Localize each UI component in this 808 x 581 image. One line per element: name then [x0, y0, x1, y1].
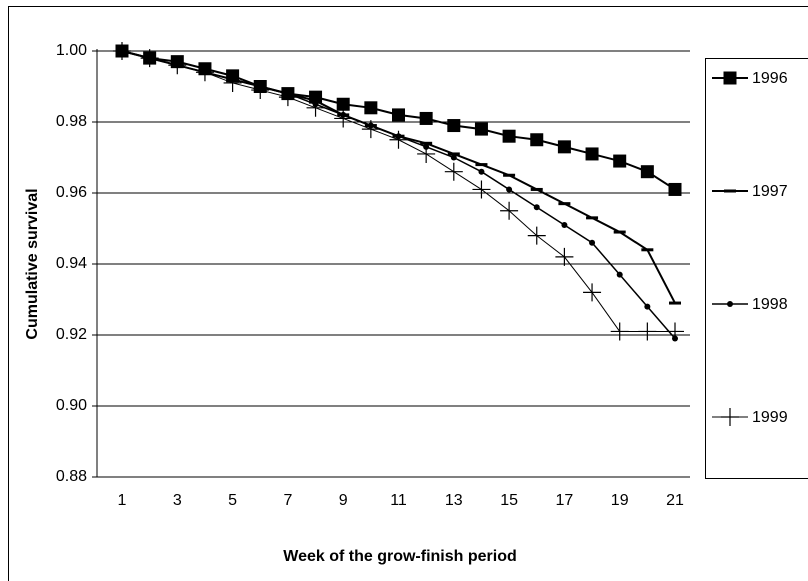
chart-border: [8, 6, 808, 581]
marker: [472, 180, 491, 199]
marker: [506, 186, 513, 193]
x-tick-label: 17: [556, 492, 574, 509]
legend-box: [705, 58, 808, 479]
x-tick-label: 11: [390, 492, 407, 509]
marker: [223, 73, 242, 92]
x-tick-label: 3: [173, 492, 182, 509]
marker: [561, 221, 568, 228]
marker: [724, 189, 736, 193]
marker: [638, 322, 657, 341]
marker: [474, 122, 488, 136]
x-tick-label: 9: [339, 492, 348, 509]
y-tick-label: 0.94: [56, 255, 87, 272]
legend-label: 1997: [752, 183, 788, 200]
y-tick-label: 0.90: [56, 397, 87, 414]
marker: [589, 239, 596, 246]
legend-label: 1996: [752, 70, 788, 87]
marker: [503, 173, 516, 177]
marker: [389, 130, 408, 149]
marker: [500, 201, 519, 220]
marker: [251, 81, 270, 100]
marker: [616, 271, 623, 278]
series: [113, 42, 684, 341]
x-tick-label: 7: [283, 492, 292, 509]
marker: [392, 108, 405, 122]
y-tick-label: 0.98: [56, 113, 87, 130]
x-tick-label: 19: [611, 492, 629, 509]
marker: [669, 301, 681, 305]
marker: [533, 204, 540, 211]
x-tick-label: 1: [118, 492, 127, 509]
marker: [113, 42, 131, 60]
marker: [447, 152, 460, 156]
x-tick-label: 21: [666, 492, 684, 509]
marker: [583, 283, 602, 302]
marker: [420, 141, 433, 145]
x-tick-label: 5: [228, 492, 237, 509]
marker: [721, 408, 739, 426]
y-tick-label: 0.96: [56, 184, 87, 201]
x-axis-title: Week of the grow-finish period: [283, 548, 517, 565]
marker: [530, 133, 544, 147]
marker: [644, 303, 651, 310]
marker: [278, 88, 297, 107]
marker: [666, 322, 684, 341]
marker: [334, 109, 353, 128]
marker: [530, 187, 543, 191]
marker: [586, 216, 599, 220]
marker: [478, 168, 485, 175]
marker: [306, 98, 325, 117]
marker: [140, 49, 159, 68]
marker: [723, 71, 737, 85]
marker: [641, 248, 654, 252]
marker: [527, 226, 546, 245]
marker: [475, 163, 488, 167]
marker: [361, 120, 380, 139]
marker: [450, 154, 457, 161]
marker: [585, 147, 599, 161]
y-tick-label: 0.88: [56, 468, 87, 485]
marker: [364, 101, 378, 115]
marker: [613, 154, 627, 168]
marker: [727, 301, 733, 307]
marker: [613, 230, 626, 234]
marker: [610, 322, 629, 341]
marker: [640, 165, 654, 179]
marker: [417, 144, 436, 163]
marker: [195, 63, 214, 82]
marker: [557, 140, 571, 154]
y-tick-label: 0.92: [56, 326, 87, 343]
marker: [668, 182, 682, 196]
y-tick-label: 1.00: [56, 42, 87, 59]
marker: [419, 111, 433, 125]
y-axis-title: Cumulative survival: [24, 188, 41, 339]
marker: [555, 247, 574, 266]
marker: [168, 56, 187, 75]
marker: [444, 162, 463, 181]
marker: [558, 202, 571, 206]
legend-label: 1998: [752, 296, 788, 313]
marker: [447, 119, 461, 133]
x-tick-label: 13: [445, 492, 463, 509]
marker: [336, 97, 350, 111]
marker: [502, 129, 516, 143]
legend-label: 1999: [752, 409, 788, 426]
x-tick-label: 15: [500, 492, 518, 509]
